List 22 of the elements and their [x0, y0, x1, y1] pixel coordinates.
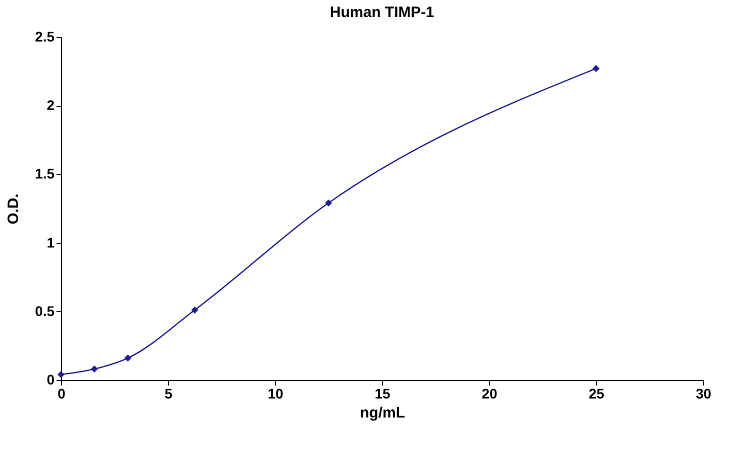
x-tick-label: 10	[268, 386, 284, 402]
x-axis-title: ng/mL	[360, 404, 405, 422]
y-tick-label: 2.5	[35, 28, 55, 44]
x-tick-label: 30	[696, 386, 712, 402]
y-tick-label: 0	[46, 372, 55, 388]
x-tick-label: 20	[482, 386, 498, 402]
x-tick-label: 0	[58, 386, 66, 402]
y-tick-label: 1.5	[35, 166, 55, 182]
y-tick-label: 2	[46, 97, 55, 114]
point	[90, 365, 98, 373]
x-tick-label: 15	[374, 386, 390, 402]
point	[124, 354, 132, 362]
point	[57, 370, 65, 378]
x-tick-label: 5	[164, 386, 173, 402]
point	[191, 306, 198, 314]
chart-title: Human TIMP-1	[330, 4, 434, 21]
point	[324, 199, 332, 207]
x-tick-label: 25	[588, 386, 604, 402]
y-tick-label: 1	[46, 234, 55, 250]
point	[592, 65, 600, 72]
y-tick-label: 0.5	[35, 302, 55, 319]
y-axis-title: O.D.	[5, 194, 22, 224]
